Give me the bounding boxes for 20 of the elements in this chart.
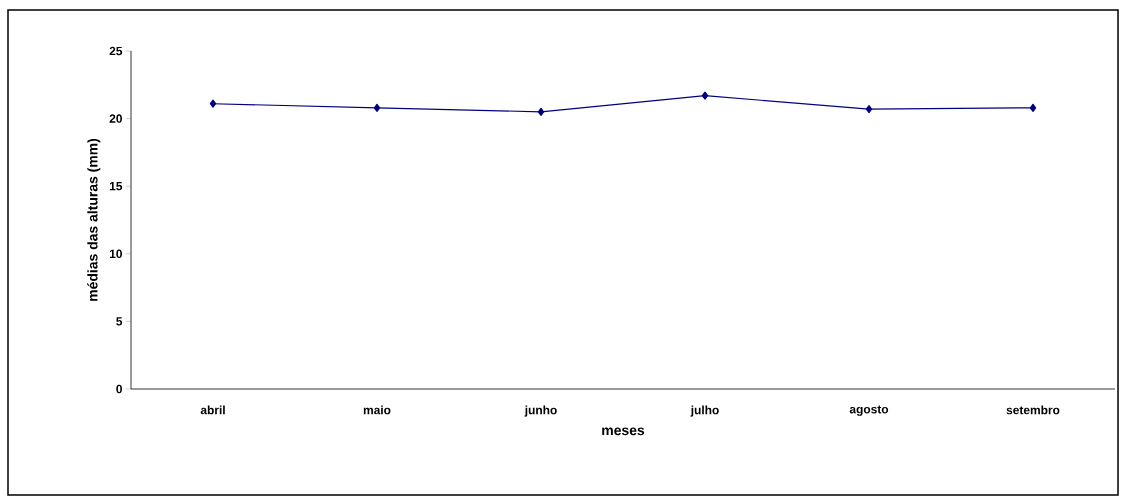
point: [865, 105, 873, 114]
x-tick-label: maio: [363, 405, 391, 415]
x-tick-label: abril: [200, 405, 225, 415]
x-axis-title: meses: [602, 427, 645, 436]
y-tick-label: 20: [109, 114, 122, 123]
y-tick-label: 15: [109, 182, 123, 191]
y-tick-label: 10: [109, 249, 122, 259]
point: [209, 99, 217, 108]
point: [373, 103, 381, 112]
x-tick-label: agosto: [849, 405, 889, 416]
point: [1029, 103, 1037, 112]
point: [537, 107, 545, 116]
x-tick-label: junho: [524, 405, 557, 417]
y-tick-label: 25: [109, 46, 123, 56]
x-tick-label: julho: [690, 405, 719, 417]
x-tick-label: setembro: [1006, 405, 1060, 415]
y-tick-label: 0: [116, 384, 122, 394]
point: [701, 91, 709, 100]
y-tick-label: 5: [116, 317, 123, 326]
y-axis-title: médias das alturas (mm): [87, 138, 101, 301]
